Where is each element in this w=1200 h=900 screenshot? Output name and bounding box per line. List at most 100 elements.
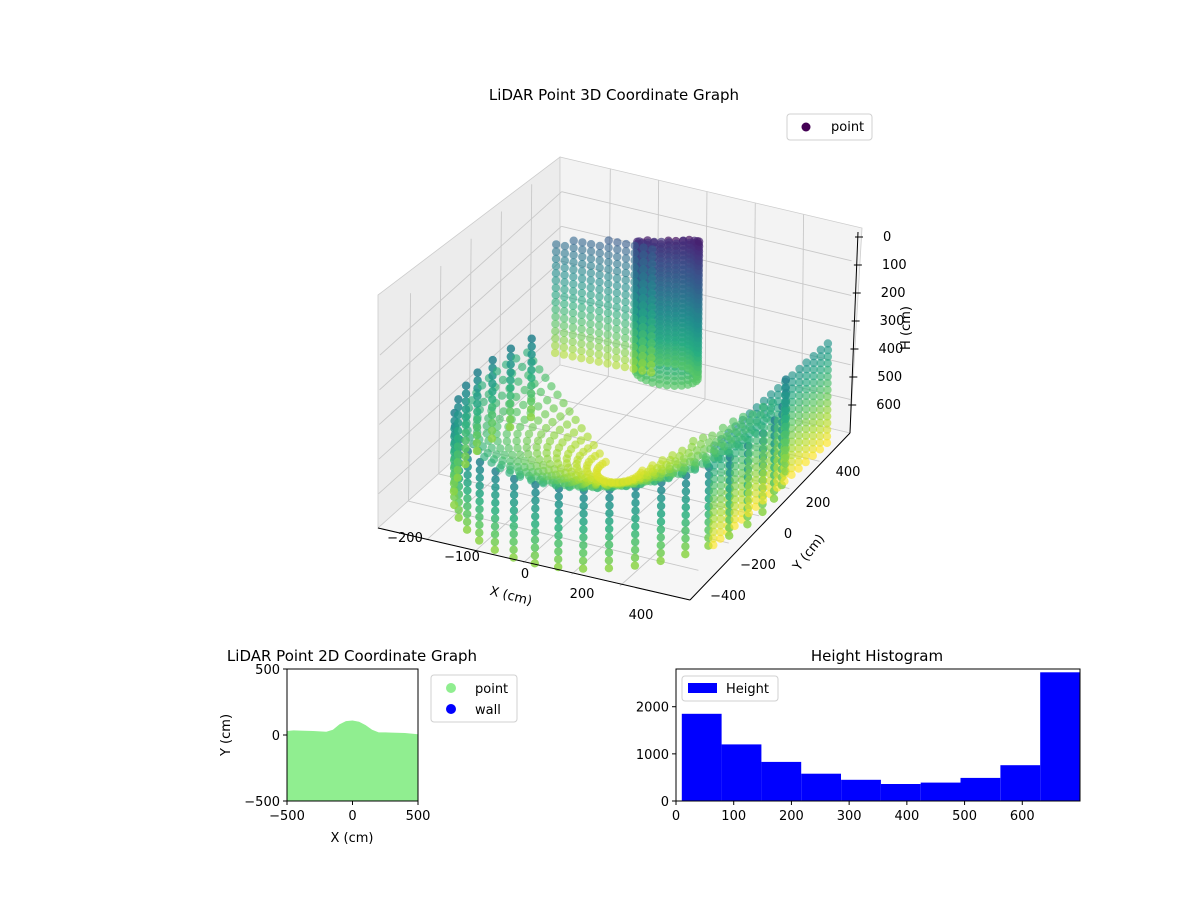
data-point — [508, 450, 517, 460]
data-point — [603, 315, 613, 325]
data-point — [487, 426, 497, 435]
data-point — [816, 352, 825, 361]
x-tick-label: −500 — [269, 809, 305, 824]
data-point — [578, 564, 588, 573]
data-point — [745, 475, 754, 485]
data-point — [453, 473, 462, 482]
legend-box — [681, 675, 779, 702]
data-point — [604, 265, 613, 274]
data-point — [709, 521, 718, 530]
data-point — [656, 509, 666, 518]
data-point — [453, 426, 463, 435]
x-axis-ticks: −200 −100 0 200 400 — [387, 531, 653, 623]
data-point — [809, 398, 818, 407]
data-point — [531, 504, 540, 513]
data-point — [736, 420, 745, 429]
y-axis-line — [689, 432, 851, 601]
data-point — [531, 519, 540, 529]
data-point — [578, 238, 587, 247]
data-point — [475, 473, 484, 482]
data-point — [709, 467, 719, 477]
data-point — [594, 357, 603, 366]
data-point — [751, 502, 761, 511]
data-point — [534, 402, 543, 411]
z-tick-label: 300 — [880, 314, 905, 329]
y-tick-label: 500 — [255, 663, 280, 678]
data-point — [620, 355, 630, 364]
data-point — [794, 431, 804, 440]
histogram-bar — [1040, 672, 1080, 801]
data-point — [605, 493, 614, 502]
data-point — [801, 418, 811, 427]
data-point — [560, 256, 569, 265]
data-point — [787, 417, 797, 426]
data-point — [551, 276, 560, 285]
data-point — [512, 354, 521, 363]
data-point — [794, 451, 803, 460]
data-point — [647, 266, 657, 276]
data-point — [461, 420, 470, 430]
z-tick-label: 400 — [878, 342, 903, 357]
data-point — [639, 243, 648, 252]
data-point — [509, 514, 519, 523]
grid-line — [408, 293, 411, 502]
data-point — [788, 371, 797, 380]
data-point — [554, 492, 563, 501]
data-point — [604, 556, 614, 565]
data-point — [559, 398, 568, 408]
data-point — [630, 263, 639, 272]
data-point — [594, 343, 604, 352]
data-point — [780, 477, 789, 486]
data-point — [490, 514, 500, 523]
data-point — [647, 274, 657, 283]
data-point — [604, 243, 613, 252]
data-point — [647, 281, 657, 290]
data-point — [730, 488, 740, 497]
data-point — [449, 487, 459, 496]
data-point — [510, 482, 519, 492]
data-point — [781, 422, 790, 431]
data-point — [646, 360, 656, 370]
histogram-bar — [880, 784, 921, 801]
data-point — [526, 412, 536, 422]
data-point — [709, 494, 718, 503]
data-point — [630, 561, 640, 570]
data-point — [604, 564, 614, 573]
data-point — [745, 462, 754, 471]
data-point — [681, 542, 690, 551]
data-point — [647, 288, 656, 297]
data-point — [450, 500, 459, 510]
data-point — [631, 498, 640, 508]
data-point — [620, 341, 630, 350]
data-point — [547, 382, 556, 391]
data-point — [809, 352, 818, 361]
data-point — [550, 431, 559, 440]
legend-marker-point — [446, 683, 456, 693]
data-point — [568, 294, 578, 303]
data-point — [560, 241, 570, 251]
data-point — [612, 339, 621, 348]
y-tick-label: 0 — [272, 729, 280, 744]
data-point — [630, 292, 639, 301]
data-point — [808, 438, 818, 447]
data-point — [506, 368, 515, 377]
data-point — [717, 439, 726, 448]
data-point — [638, 315, 647, 325]
data-point — [594, 350, 603, 359]
data-point — [488, 395, 497, 404]
data-point — [752, 476, 761, 485]
data-point — [562, 420, 572, 429]
data-point — [656, 556, 665, 566]
data-point — [559, 336, 569, 345]
data-point — [647, 324, 656, 334]
data-point — [787, 411, 797, 420]
data-point — [473, 399, 482, 409]
data-point — [781, 445, 790, 455]
x-tick-label: 400 — [629, 608, 654, 623]
data-point — [554, 508, 563, 517]
data-point — [461, 412, 470, 422]
data-point — [759, 476, 768, 485]
data-point — [745, 436, 754, 445]
data-point — [530, 527, 540, 537]
x-tick-label: 100 — [721, 809, 746, 824]
